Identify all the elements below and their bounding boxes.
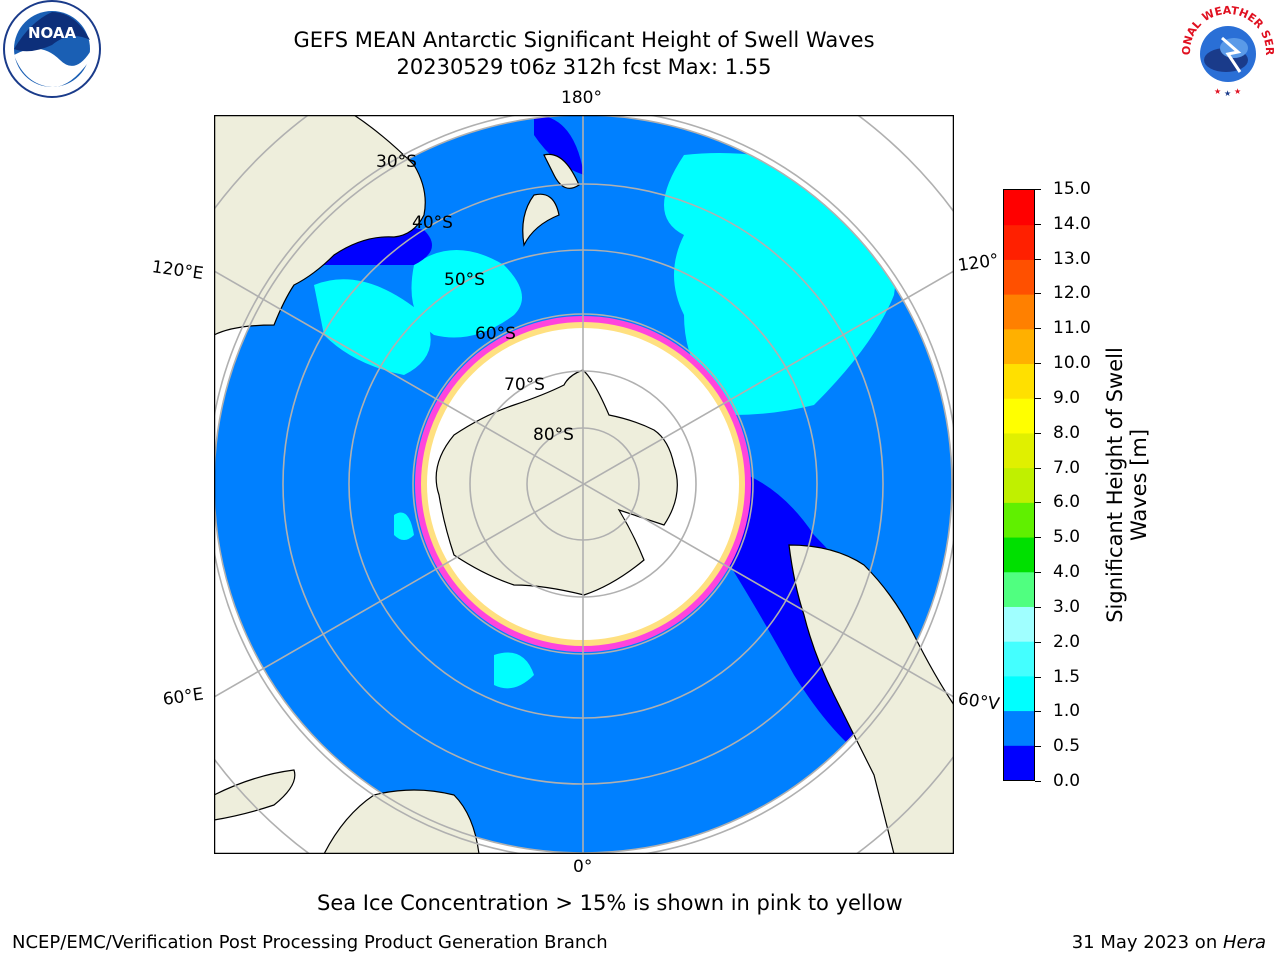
colorbar-tick-mark (1035, 293, 1041, 295)
colorbar-tick-mark (1035, 711, 1041, 713)
lon-label-upper-left: 120°E (150, 257, 205, 285)
lon-label-lower-left: 60°E (161, 684, 205, 710)
colorbar-tick-mark (1035, 328, 1041, 330)
colorbar-tick-mark (1035, 537, 1041, 539)
colorbar-tick-mark (1035, 676, 1041, 678)
colorbar-tick-label: 1.5 (1053, 666, 1081, 687)
new-zealand-landmass (522, 153, 580, 247)
svg-text:★: ★ (1214, 87, 1221, 96)
swell-region-small2 (394, 512, 414, 540)
colorbar-tick-mark (1035, 781, 1041, 782)
colorbar-bin (1004, 606, 1034, 642)
colorbar-tick-mark (1035, 502, 1041, 504)
colorbar-tick-label: 10.0 (1053, 353, 1091, 374)
colorbar-tick-label: 7.0 (1053, 457, 1081, 478)
noaa-logo: NOAA (3, 0, 101, 98)
colorbar-tick-label: 2.0 (1053, 631, 1081, 652)
madagascar-landmass (214, 769, 296, 821)
colorbar-tick-label: 4.0 (1053, 562, 1081, 583)
lat-label-70s: 70°S (504, 375, 545, 395)
colorbar-label-line1: Significant Height of Swell (1103, 347, 1127, 623)
nws-logo: NATIONAL WEATHER SERVICE ★ ★ ★ (1176, 0, 1276, 98)
colorbar-tick-label: 14.0 (1053, 213, 1091, 234)
colorbar-bin (1004, 467, 1034, 503)
colorbar-tick-mark (1035, 641, 1041, 643)
south-america-landmass (788, 544, 954, 854)
colorbar-tick-label: 15.0 (1053, 179, 1091, 199)
svg-text:★: ★ (1234, 87, 1241, 96)
lat-label-60s: 60°S (475, 324, 516, 344)
colorbar-label: Significant Height of Swell Waves [m] (1103, 347, 1151, 623)
colorbar-tick-mark (1035, 572, 1041, 574)
colorbar-label-line2: Waves [m] (1127, 428, 1151, 542)
antarctica-landmass (435, 369, 678, 596)
colorbar-bin (1004, 432, 1034, 469)
colorbar-tick-label: 0.0 (1053, 771, 1081, 791)
longitude-grid (214, 115, 954, 854)
colorbar-bin (1004, 224, 1034, 260)
colorbar-bin (1004, 675, 1034, 712)
colorbar-tick-mark (1035, 746, 1041, 748)
colorbar-bin (1004, 745, 1034, 780)
machine-name: Hera (1222, 932, 1266, 953)
colorbar-tick-mark (1035, 189, 1041, 190)
colorbar-tick-mark (1035, 223, 1041, 225)
swell-region-small1 (494, 652, 534, 689)
colorbar-tick-mark (1035, 432, 1041, 434)
colorbar-bin (1004, 328, 1034, 365)
date-text: 31 May 2023 on Hera (1072, 932, 1266, 953)
colorbar-tick-label: 1.0 (1053, 701, 1081, 722)
colorbar-tick-label: 13.0 (1053, 248, 1091, 269)
colorbar-tick-mark (1035, 397, 1041, 399)
colorbar-bin (1004, 641, 1034, 677)
colorbar-bin (1004, 710, 1034, 746)
colorbar-tick-label: 8.0 (1053, 422, 1081, 443)
lon-label-top: 180° (561, 88, 602, 108)
noaa-logo-text: NOAA (28, 24, 77, 42)
chart-subtitle: 20230529 t06z 312h fcst Max: 1.55 (396, 55, 772, 79)
low-swell-nz (534, 115, 584, 175)
colorbar-bin (1004, 502, 1034, 538)
swell-region-south-pacific (411, 250, 522, 338)
lon-label-bottom: 0° (573, 857, 593, 877)
lon-label-lower-right: 60°V (956, 689, 1001, 715)
colorbar-tick-label: 11.0 (1053, 318, 1091, 339)
colorbar-bin (1004, 398, 1034, 434)
colorbar-tick-label: 5.0 (1053, 527, 1081, 548)
chart-title: GEFS MEAN Antarctic Significant Height o… (293, 28, 875, 52)
colorbar (1003, 189, 1035, 781)
colorbar-tick-mark (1035, 258, 1041, 260)
svg-text:★: ★ (1224, 89, 1231, 98)
sea-ice-note: Sea Ice Concentration > 15% is shown in … (317, 891, 903, 915)
africa-landmass (323, 789, 480, 854)
credit-text: NCEP/EMC/Verification Post Processing Pr… (12, 932, 608, 953)
colorbar-bin (1004, 190, 1034, 226)
colorbar-tick-label: 6.0 (1053, 492, 1081, 513)
colorbar-tick-mark (1035, 467, 1041, 469)
lat-label-30s: 30°S (376, 152, 417, 172)
lat-label-40s: 40°S (412, 213, 453, 233)
colorbar-tick-label: 12.0 (1053, 283, 1091, 304)
lon-label-upper-right: 120° (956, 250, 1000, 276)
lat-label-50s: 50°S (444, 270, 485, 290)
date-label: 31 May 2023 on (1071, 932, 1223, 953)
colorbar-bin (1004, 571, 1034, 607)
colorbar-tick-mark (1035, 363, 1041, 365)
colorbar-tick-mark (1035, 606, 1041, 608)
colorbar-tick-label: 9.0 (1053, 387, 1081, 408)
colorbar-tick-label: 3.0 (1053, 596, 1081, 617)
colorbar-tick-label: 0.5 (1053, 736, 1081, 757)
lat-label-80s: 80°S (533, 425, 574, 445)
colorbar-bin (1004, 259, 1034, 295)
colorbar-bin (1004, 363, 1034, 399)
colorbar-bin (1004, 537, 1034, 573)
colorbar-bin (1004, 294, 1034, 330)
polar-map (214, 115, 954, 854)
